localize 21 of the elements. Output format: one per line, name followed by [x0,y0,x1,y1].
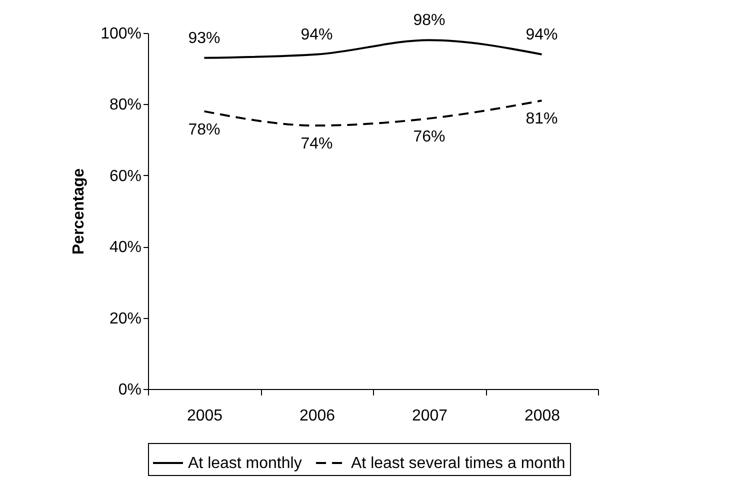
legend-label: At least monthly [188,455,302,472]
data-label: 78% [188,121,220,138]
y-tick-label: 20% [109,310,142,328]
y-tick-label: 0% [118,382,142,398]
y-tick-label: 80% [109,96,142,114]
data-label: 98% [413,12,446,30]
x-tick-label: 2008 [524,408,560,424]
x-tick-label: 2006 [299,408,336,424]
data-label: 81% [526,110,558,128]
y-tick-label: 60% [109,168,142,185]
y-tick-label: 100% [100,26,142,42]
x-tick-label: 2005 [186,408,223,424]
data-label: 76% [413,128,446,146]
y-tick-label: 40% [109,239,142,256]
y-axis-title: Percentage [70,168,88,255]
legend-label: At least several times a month [351,455,566,472]
data-label: 94% [526,26,558,44]
data-label: 93% [188,30,220,47]
data-label: 74% [300,136,333,153]
data-label: 94% [300,26,333,44]
x-tick-label: 2007 [412,408,448,424]
